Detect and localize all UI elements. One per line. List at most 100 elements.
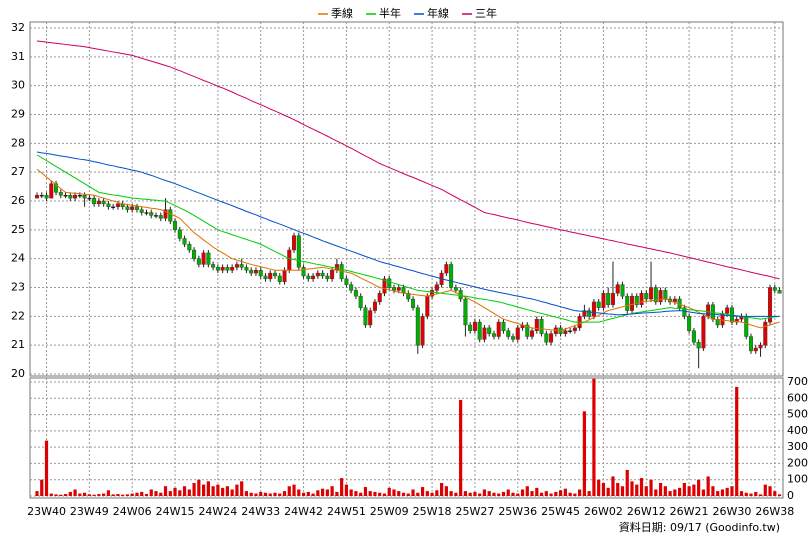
volume-bar bbox=[459, 399, 463, 496]
candle-body bbox=[220, 267, 225, 271]
x-tick-label: 24W24 bbox=[198, 505, 237, 518]
candle-body bbox=[672, 298, 677, 303]
candle-body bbox=[763, 321, 768, 346]
candle-body bbox=[496, 321, 501, 337]
volume-bar bbox=[73, 489, 77, 496]
volume-bar bbox=[644, 486, 648, 496]
volume-frame bbox=[29, 377, 784, 499]
candle-body bbox=[506, 330, 511, 337]
candle-body bbox=[753, 347, 758, 352]
candle-body bbox=[368, 310, 373, 326]
candle-body bbox=[715, 319, 720, 326]
candle-body bbox=[501, 321, 506, 331]
legend: 季線 半年 年線 三年 bbox=[318, 6, 497, 20]
volume-bar bbox=[525, 486, 529, 496]
y-tick-label: 24 bbox=[11, 252, 25, 265]
candle-body bbox=[777, 290, 782, 294]
volume-bar bbox=[739, 491, 744, 496]
y-tick-label: 20 bbox=[11, 367, 25, 380]
volume-bar bbox=[311, 493, 315, 496]
volume-bar bbox=[111, 494, 115, 496]
candle-body bbox=[101, 200, 106, 205]
volume-bar bbox=[316, 490, 320, 496]
candle-body bbox=[620, 284, 625, 297]
volume-bar bbox=[678, 487, 682, 496]
volume-bar bbox=[216, 484, 220, 496]
volume-bar bbox=[568, 492, 572, 496]
candle-body bbox=[544, 333, 549, 343]
x-tick-label: 25W27 bbox=[455, 505, 494, 518]
volume-bar bbox=[187, 489, 191, 496]
y2-tick-label: 300 bbox=[787, 440, 808, 453]
volume-bar bbox=[273, 492, 277, 496]
candle-body bbox=[630, 295, 635, 311]
volume-bar bbox=[754, 491, 758, 496]
x-tick-label: 24W06 bbox=[113, 505, 152, 518]
candle-body bbox=[530, 330, 535, 337]
volume-bar bbox=[620, 486, 625, 496]
volume-bar bbox=[535, 487, 539, 496]
candle-body bbox=[696, 342, 701, 349]
candle-body bbox=[115, 203, 120, 207]
candle-body bbox=[382, 278, 387, 294]
candle-body bbox=[353, 290, 358, 297]
candle-body bbox=[515, 327, 520, 340]
candle-body bbox=[358, 295, 363, 308]
candle-body bbox=[201, 252, 206, 265]
volume-bar bbox=[592, 378, 596, 496]
candle-body bbox=[372, 301, 377, 311]
candle-body bbox=[168, 209, 173, 222]
moving-average-line bbox=[36, 168, 780, 332]
volume-bar bbox=[116, 494, 120, 496]
candle-body bbox=[96, 200, 101, 205]
candle-body bbox=[311, 275, 316, 280]
candle-body bbox=[539, 319, 544, 334]
volume-bar bbox=[511, 492, 515, 496]
x-tick-label: 26W12 bbox=[627, 505, 666, 518]
volume-bar bbox=[611, 476, 615, 496]
candle-body bbox=[511, 336, 516, 340]
candle-body bbox=[701, 316, 706, 349]
volume-bar bbox=[654, 489, 658, 496]
volume-bar bbox=[630, 481, 634, 496]
candle-body bbox=[396, 287, 401, 291]
x-tick-label: 26W21 bbox=[670, 505, 709, 518]
candle-body bbox=[734, 319, 739, 323]
candle-body bbox=[772, 287, 777, 291]
volume-bar bbox=[758, 494, 763, 496]
candle-body bbox=[139, 209, 144, 213]
volume-bar bbox=[301, 492, 306, 496]
volume-bar bbox=[549, 493, 553, 496]
volume-bar bbox=[720, 489, 725, 496]
volume-bar bbox=[392, 489, 396, 496]
candle-body bbox=[325, 275, 330, 280]
candle-body bbox=[258, 270, 263, 277]
volume-bar bbox=[344, 484, 348, 496]
volume-bar bbox=[163, 486, 168, 496]
volume-bar bbox=[616, 482, 620, 496]
volume-bar bbox=[492, 492, 496, 496]
volume-bar bbox=[68, 491, 72, 496]
y2-tick-label: 0 bbox=[787, 489, 794, 502]
volume-bar bbox=[102, 493, 106, 496]
candle-body bbox=[749, 336, 754, 352]
volume-bar bbox=[773, 491, 777, 496]
candle-body bbox=[292, 235, 297, 251]
y2-tick-label: 200 bbox=[787, 456, 808, 469]
candle-body bbox=[420, 316, 425, 346]
candle-body bbox=[482, 327, 487, 340]
candle-body bbox=[653, 287, 658, 303]
volume-bar bbox=[168, 491, 172, 496]
volume-bar bbox=[125, 494, 130, 496]
volume-bar bbox=[244, 491, 249, 496]
volume-bar bbox=[539, 492, 544, 496]
candle-body bbox=[163, 209, 168, 219]
candle-body bbox=[63, 195, 68, 197]
volume-bar bbox=[254, 493, 258, 496]
volume-bar bbox=[35, 491, 39, 496]
volume-bar bbox=[144, 494, 149, 496]
candle-body bbox=[725, 307, 730, 314]
candle-body bbox=[387, 278, 392, 288]
candle-body bbox=[130, 206, 135, 210]
volume-bar bbox=[725, 487, 729, 496]
